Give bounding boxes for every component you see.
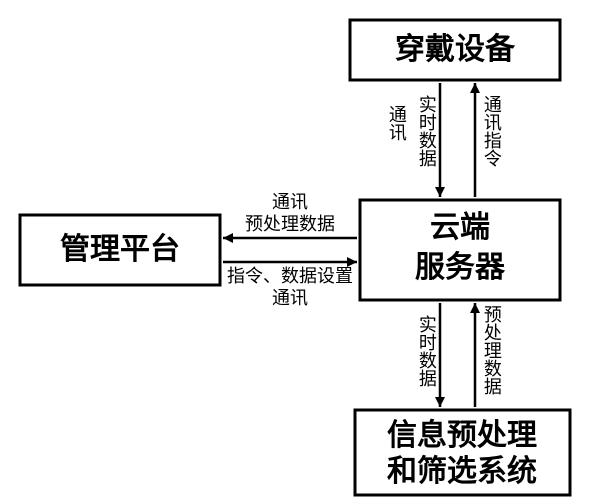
- edge-cm-bot-1: 指令、数据设置: [227, 266, 353, 286]
- node-cloud-label-1: 云端: [430, 211, 490, 244]
- node-wearable: 穿戴设备: [350, 20, 560, 80]
- node-preprocess: 信息预处理 和筛选系统: [355, 410, 570, 495]
- edge-cm-bot-2: 通讯: [272, 288, 308, 308]
- node-cloud-label-2: 服务器: [415, 251, 506, 284]
- node-management: 管理平台: [20, 215, 220, 285]
- edge-wc-far-left: 通讯: [387, 105, 407, 141]
- edge-cm-top-1: 通讯: [272, 192, 308, 212]
- node-management-label: 管理平台: [60, 232, 180, 266]
- edge-wearable-cloud: 通讯 实时数据 通讯指令: [387, 83, 502, 197]
- edge-cm-top-2: 预处理数据: [245, 214, 335, 234]
- node-preprocess-label-1: 信息预处理: [387, 418, 537, 452]
- edge-cloud-preprocess: 实时数据 预处理数据: [417, 303, 502, 407]
- node-preprocess-label-2: 和筛选系统: [387, 454, 537, 488]
- edge-cloud-management: 通讯 预处理数据 指令、数据设置 通讯: [223, 192, 357, 308]
- edge-wc-right: 通讯指令: [482, 95, 502, 167]
- node-cloud: 云端 服务器: [360, 200, 560, 300]
- edge-cp-left: 实时数据: [417, 315, 437, 387]
- edge-cp-right: 预处理数据: [482, 305, 502, 395]
- edge-wc-left: 实时数据: [417, 95, 437, 167]
- node-wearable-label: 穿戴设备: [395, 32, 516, 66]
